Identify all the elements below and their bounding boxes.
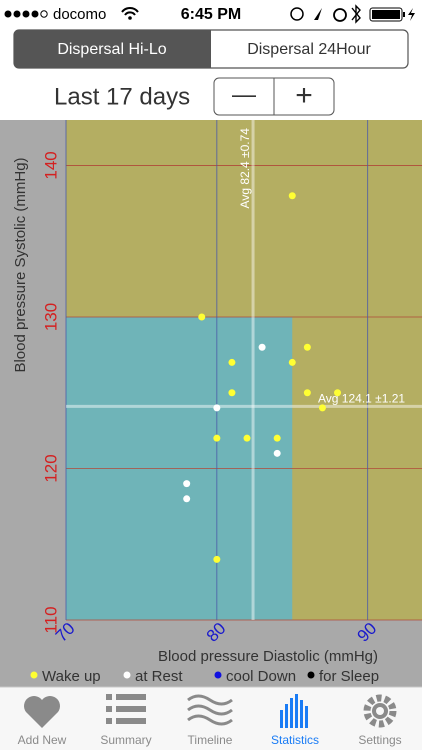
battery-level bbox=[372, 10, 400, 19]
data-point bbox=[198, 313, 206, 321]
wifi-icon bbox=[121, 7, 139, 16]
clock: 6:45 PM bbox=[181, 6, 241, 23]
y-tick-label: 140 bbox=[41, 151, 60, 179]
y-tick-label: 130 bbox=[41, 303, 60, 331]
legend-swatch bbox=[123, 671, 131, 679]
data-point bbox=[288, 358, 296, 366]
summary-icon[interactable] bbox=[106, 694, 146, 724]
legend-label: Wake up bbox=[42, 668, 101, 685]
add-new-icon[interactable] bbox=[23, 695, 61, 728]
tab-labels: Add New Summary Timeline Statistics Settings bbox=[18, 733, 402, 747]
period-label: Last 17 days bbox=[54, 83, 190, 110]
statistics-icon[interactable] bbox=[280, 694, 308, 728]
legend-label: at Rest bbox=[135, 668, 183, 685]
alarm-icon bbox=[333, 8, 347, 22]
y-axis-label: Blood pressure Systolic (mmHg) bbox=[12, 157, 29, 372]
legend-swatch bbox=[214, 671, 222, 679]
signal-dot bbox=[13, 10, 21, 18]
signal-dot bbox=[40, 10, 48, 18]
data-point bbox=[303, 389, 311, 397]
wifi-icon bbox=[128, 16, 132, 20]
data-point bbox=[303, 343, 311, 351]
signal-dot bbox=[31, 10, 39, 18]
segmented-control: Dispersal Hi-Lo Dispersal 24Hour bbox=[13, 29, 409, 69]
signal-dot bbox=[4, 10, 12, 18]
average-label: Avg 82.4 ±0.74 bbox=[238, 128, 252, 209]
segment-label[interactable]: Dispersal 24Hour bbox=[247, 41, 371, 58]
settings-icon[interactable] bbox=[376, 707, 384, 715]
stepper: — + bbox=[213, 77, 335, 116]
data-point bbox=[243, 434, 251, 442]
segment-selected[interactable] bbox=[14, 30, 211, 68]
data-point bbox=[213, 555, 221, 563]
data-point bbox=[318, 404, 326, 412]
status-bar: docomo 6:45 PM bbox=[4, 4, 415, 24]
tab-label[interactable]: Timeline bbox=[188, 733, 233, 747]
data-point bbox=[183, 480, 191, 488]
legend-label: for Sleep bbox=[319, 668, 379, 685]
tab-label[interactable]: Settings bbox=[358, 733, 401, 747]
tab-bar-bg bbox=[0, 687, 422, 750]
y-tick-label: 120 bbox=[41, 454, 60, 482]
tab-label[interactable]: Statistics bbox=[271, 733, 319, 747]
settings-icon[interactable] bbox=[363, 694, 397, 728]
data-point bbox=[273, 449, 281, 457]
stepper-plus[interactable]: + bbox=[295, 79, 313, 112]
legend-swatch bbox=[307, 671, 315, 679]
location-icon bbox=[314, 8, 322, 20]
data-point bbox=[213, 404, 221, 412]
tab-label[interactable]: Add New bbox=[18, 733, 67, 747]
tab-bar: Add New Summary Timeline Statistics Settings bbox=[0, 686, 422, 750]
average-label: Avg 124.1 ±1.21 bbox=[318, 392, 405, 406]
charging-icon bbox=[408, 8, 415, 21]
battery-tip bbox=[403, 12, 405, 17]
data-point bbox=[213, 434, 221, 442]
data-point bbox=[258, 343, 266, 351]
data-point bbox=[228, 358, 236, 366]
data-point bbox=[183, 495, 191, 503]
carrier: docomo bbox=[53, 6, 106, 23]
battery-icon bbox=[369, 7, 403, 22]
y-tick-label: 110 bbox=[41, 606, 60, 633]
legend-swatch bbox=[30, 671, 38, 679]
timeline-icon[interactable] bbox=[187, 694, 233, 726]
data-point bbox=[228, 389, 236, 397]
data-point bbox=[288, 192, 296, 200]
segment-label[interactable]: Dispersal Hi-Lo bbox=[57, 41, 166, 58]
x-axis-label: Blood pressure Diastolic (mmHg) bbox=[158, 648, 378, 665]
tab-label[interactable]: Summary bbox=[100, 733, 151, 747]
data-point bbox=[273, 434, 281, 442]
signal-dot bbox=[22, 10, 30, 18]
stepper-minus[interactable]: — bbox=[232, 81, 256, 108]
legend-label: cool Down bbox=[226, 668, 296, 685]
lock-icon bbox=[290, 7, 304, 21]
bluetooth-icon bbox=[351, 4, 361, 24]
data-point bbox=[334, 389, 342, 397]
